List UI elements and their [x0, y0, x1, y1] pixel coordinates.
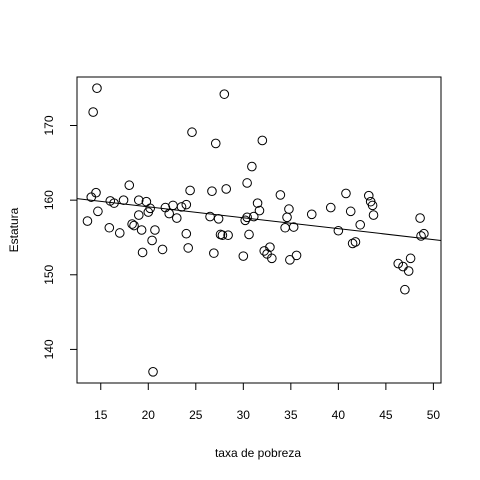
y-axis: 140 150 160 170	[42, 115, 77, 359]
data-point	[124, 180, 135, 191]
data-point	[127, 219, 137, 229]
data-point	[176, 202, 187, 212]
data-point	[183, 243, 193, 253]
x-tick-label: 35	[284, 408, 298, 422]
x-tick-label: 50	[427, 408, 441, 422]
data-point	[405, 253, 416, 264]
data-point	[265, 242, 275, 252]
data-point	[145, 203, 155, 214]
x-tick-label: 25	[189, 408, 203, 422]
data-point	[141, 196, 152, 207]
x-tick-label: 15	[94, 408, 108, 422]
data-point	[207, 186, 217, 196]
plot-area	[76, 76, 442, 384]
data-point	[355, 219, 366, 230]
data-point	[181, 228, 192, 239]
data-point	[221, 184, 232, 194]
data-point	[217, 230, 228, 241]
data-point	[92, 83, 102, 93]
data-point	[416, 231, 426, 241]
data-point	[285, 255, 295, 265]
data-point	[104, 222, 115, 233]
data-point	[133, 195, 144, 205]
data-point	[223, 230, 233, 241]
data-point	[242, 178, 252, 188]
data-point	[341, 188, 351, 199]
data-point	[213, 214, 224, 224]
data-point	[248, 211, 259, 222]
data-point	[252, 198, 263, 208]
y-tick-label: 170	[42, 115, 56, 135]
x-tick-label: 30	[237, 408, 251, 422]
data-point	[137, 247, 148, 258]
data-point	[210, 138, 221, 149]
data-point	[150, 225, 160, 235]
data-point	[393, 258, 404, 269]
data-point	[157, 244, 168, 255]
data-point	[114, 228, 125, 238]
data-point	[415, 213, 425, 223]
data-point	[147, 235, 157, 246]
data-point	[257, 135, 268, 146]
x-axis-label: taxa de pobreza	[215, 446, 301, 460]
data-point	[244, 229, 254, 240]
data-point	[367, 200, 378, 211]
data-point	[82, 216, 93, 226]
data-point	[148, 367, 158, 377]
data-point	[185, 185, 195, 196]
data-point	[400, 284, 410, 295]
data-point	[93, 206, 103, 217]
data-point	[275, 190, 286, 200]
data-point	[247, 161, 257, 172]
y-tick-label: 140	[42, 339, 56, 359]
y-axis-label: Estatura	[7, 207, 21, 252]
data-point	[345, 206, 356, 217]
x-tick-label: 20	[142, 408, 156, 422]
data-point	[403, 266, 414, 276]
data-point	[171, 213, 182, 223]
data-point	[347, 238, 358, 249]
x-axis: 15 20 25 30 35 40 45 50	[94, 383, 440, 422]
data-point	[267, 253, 277, 264]
data-point	[419, 228, 429, 239]
data-point	[363, 190, 374, 201]
y-tick-label: 160	[42, 190, 56, 210]
data-point	[368, 210, 379, 220]
data-point	[291, 250, 302, 261]
data-points	[82, 83, 429, 377]
data-point	[209, 248, 219, 258]
data-point	[129, 220, 139, 231]
data-point	[280, 222, 290, 233]
data-point	[205, 211, 215, 222]
data-point	[325, 202, 336, 213]
data-point	[238, 251, 249, 261]
data-point	[168, 200, 178, 211]
data-point	[254, 205, 265, 216]
plot-frame	[76, 76, 442, 384]
data-point	[181, 199, 192, 210]
data-point	[282, 212, 292, 223]
data-point	[288, 222, 299, 232]
data-point	[284, 204, 294, 214]
data-point	[350, 237, 361, 247]
regression-line	[76, 198, 442, 241]
data-point	[136, 225, 147, 235]
x-tick-label: 40	[332, 408, 346, 422]
data-point	[133, 210, 144, 220]
x-tick-label: 45	[379, 408, 393, 422]
data-point	[164, 208, 174, 219]
data-point	[91, 187, 101, 198]
data-point	[219, 89, 230, 99]
data-point	[88, 107, 98, 117]
y-tick-label: 150	[42, 264, 56, 284]
data-point	[333, 225, 344, 236]
data-point	[187, 127, 197, 138]
data-point	[306, 209, 317, 220]
data-point	[240, 215, 251, 226]
